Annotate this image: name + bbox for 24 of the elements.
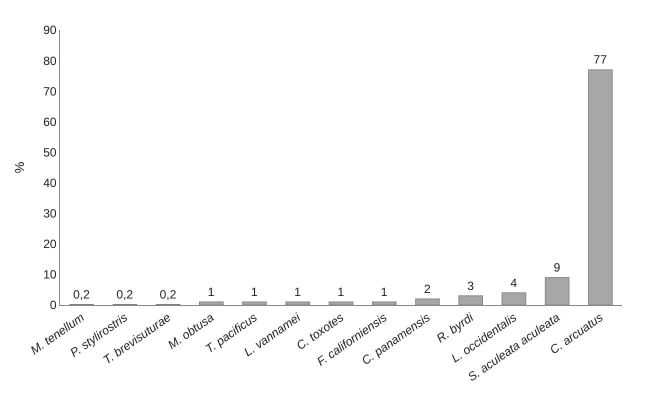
- y-tick-label: 60: [43, 114, 57, 129]
- y-tick-label: 80: [43, 54, 57, 68]
- data-label: 3: [467, 278, 474, 293]
- data-label: 1: [294, 284, 302, 299]
- data-label: 0,2: [160, 287, 177, 302]
- data-label: 1: [251, 284, 258, 299]
- data-label: 1: [338, 284, 344, 299]
- data-label: 2: [424, 282, 431, 296]
- data-label: 0,2: [116, 287, 134, 302]
- data-label: 4: [510, 276, 518, 290]
- y-tick-label: 50: [43, 145, 57, 160]
- y-tick-label: 40: [43, 176, 57, 190]
- y-tick-label: 20: [43, 237, 57, 252]
- y-axis-title: %: [12, 161, 28, 174]
- data-label: 9: [554, 260, 561, 274]
- y-tick-label: 10: [43, 268, 57, 282]
- data-label: 1: [208, 284, 215, 299]
- data-label: 1: [380, 284, 388, 299]
- y-tick-label: 30: [43, 206, 57, 221]
- y-tick-label: 0: [50, 298, 57, 312]
- data-label: 77: [594, 52, 608, 67]
- y-tick-label: 70: [43, 84, 57, 98]
- data-label: 0,2: [73, 287, 90, 302]
- y-tick-label: 90: [43, 23, 57, 38]
